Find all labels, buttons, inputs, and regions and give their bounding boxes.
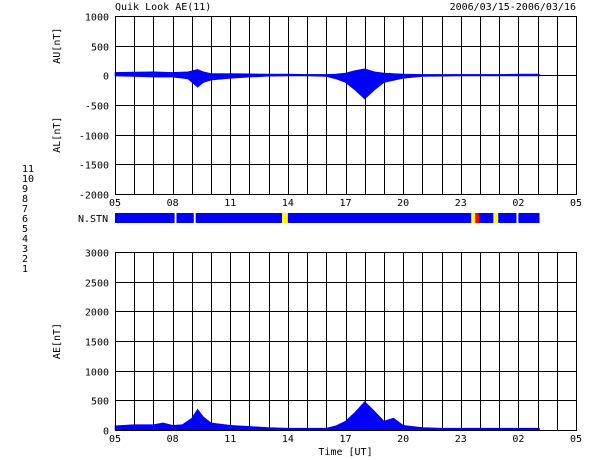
au-axis-label: AU[nT] <box>52 28 63 64</box>
ae-xtick-label: 23 <box>455 434 467 445</box>
ae-ytick-label: 1500 <box>85 338 109 349</box>
au-al-xtick-label: 17 <box>339 198 351 209</box>
station-legend-item: 5 <box>22 224 28 235</box>
ae-ytick-label: 1000 <box>85 368 109 379</box>
station-segment <box>195 213 283 223</box>
ae-ytick-label: 3000 <box>85 249 109 260</box>
au-al-xtick-label: 08 <box>167 198 179 209</box>
au-al-xtick-label: 11 <box>224 198 236 209</box>
station-segment <box>518 213 540 223</box>
station-segment <box>282 213 288 223</box>
series-al-area <box>114 75 540 100</box>
ae-ytick-label: 500 <box>91 397 109 408</box>
ae-xtick-label: 20 <box>397 434 409 445</box>
au-al-xtick-label: 05 <box>570 198 582 209</box>
station-legend-item: 1 <box>22 264 28 275</box>
station-segment <box>478 213 494 223</box>
ae-xtick-label: 11 <box>224 434 236 445</box>
au-al-ytick-label: -1500 <box>79 161 109 172</box>
au-al-ytick-label: 500 <box>91 43 109 54</box>
au-al-xtick-label: 23 <box>455 198 467 209</box>
station-segment <box>475 213 479 223</box>
ae-ytick-label: 0 <box>103 427 109 438</box>
time-axis-label: Time [UT] <box>318 447 372 458</box>
ae-xtick-label: 05 <box>109 434 121 445</box>
station-segment <box>471 213 476 223</box>
station-segment <box>115 213 175 223</box>
au-al-xtick-label: 02 <box>512 198 524 209</box>
ae-ytick-label: 2000 <box>85 308 109 319</box>
ae-xtick-label: 02 <box>512 434 524 445</box>
ae-ytick-label: 2500 <box>85 279 109 290</box>
au-al-ytick-label: -2000 <box>79 191 109 202</box>
ae-xtick-label: 05 <box>570 434 582 445</box>
station-legend-item: 8 <box>22 194 28 205</box>
au-al-frame <box>115 16 577 195</box>
station-segment <box>176 213 194 223</box>
chart-title: Quik Look AE(11) <box>115 2 211 13</box>
station-legend-item: 6 <box>22 214 28 225</box>
station-legend-item: 10 <box>22 174 34 185</box>
au-al-ytick-label: 1000 <box>85 13 109 24</box>
al-axis-label: AL[nT] <box>52 117 63 153</box>
au-al-ytick-label: -500 <box>85 102 109 113</box>
au-al-ytick-label: -1000 <box>79 132 109 143</box>
station-segment <box>287 213 472 223</box>
series-au-area <box>114 68 540 76</box>
au-al-xtick-label: 05 <box>109 198 121 209</box>
series-ae-area <box>114 401 540 431</box>
au-al-ytick-label: 0 <box>103 72 109 83</box>
ae-xtick-label: 17 <box>339 434 351 445</box>
ae-frame <box>115 252 577 431</box>
ae-axis-label: AE[nT] <box>52 323 63 359</box>
date-range: 2006/03/15-2006/03/16 <box>450 2 576 13</box>
station-strip-label: N.STN <box>78 214 108 225</box>
au-al-xtick-label: 20 <box>397 198 409 209</box>
station-strip: N.STN <box>78 213 540 225</box>
station-legend-item: 9 <box>22 184 28 195</box>
station-legend-item: 11 <box>22 164 34 175</box>
station-segment <box>498 213 517 223</box>
ae-xtick-label: 08 <box>167 434 179 445</box>
station-legend-item: 7 <box>22 204 28 215</box>
station-legend-item: 3 <box>22 244 28 255</box>
station-segment <box>493 213 498 223</box>
station-legend-item: 2 <box>22 254 28 265</box>
ae-xtick-label: 14 <box>282 434 294 445</box>
station-legend-item: 4 <box>22 234 28 245</box>
au-al-xtick-label: 14 <box>282 198 294 209</box>
